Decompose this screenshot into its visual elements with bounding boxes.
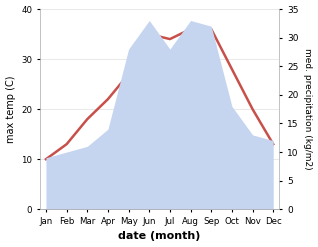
X-axis label: date (month): date (month) xyxy=(118,231,201,242)
Y-axis label: med. precipitation (kg/m2): med. precipitation (kg/m2) xyxy=(303,48,313,170)
Y-axis label: max temp (C): max temp (C) xyxy=(5,75,16,143)
